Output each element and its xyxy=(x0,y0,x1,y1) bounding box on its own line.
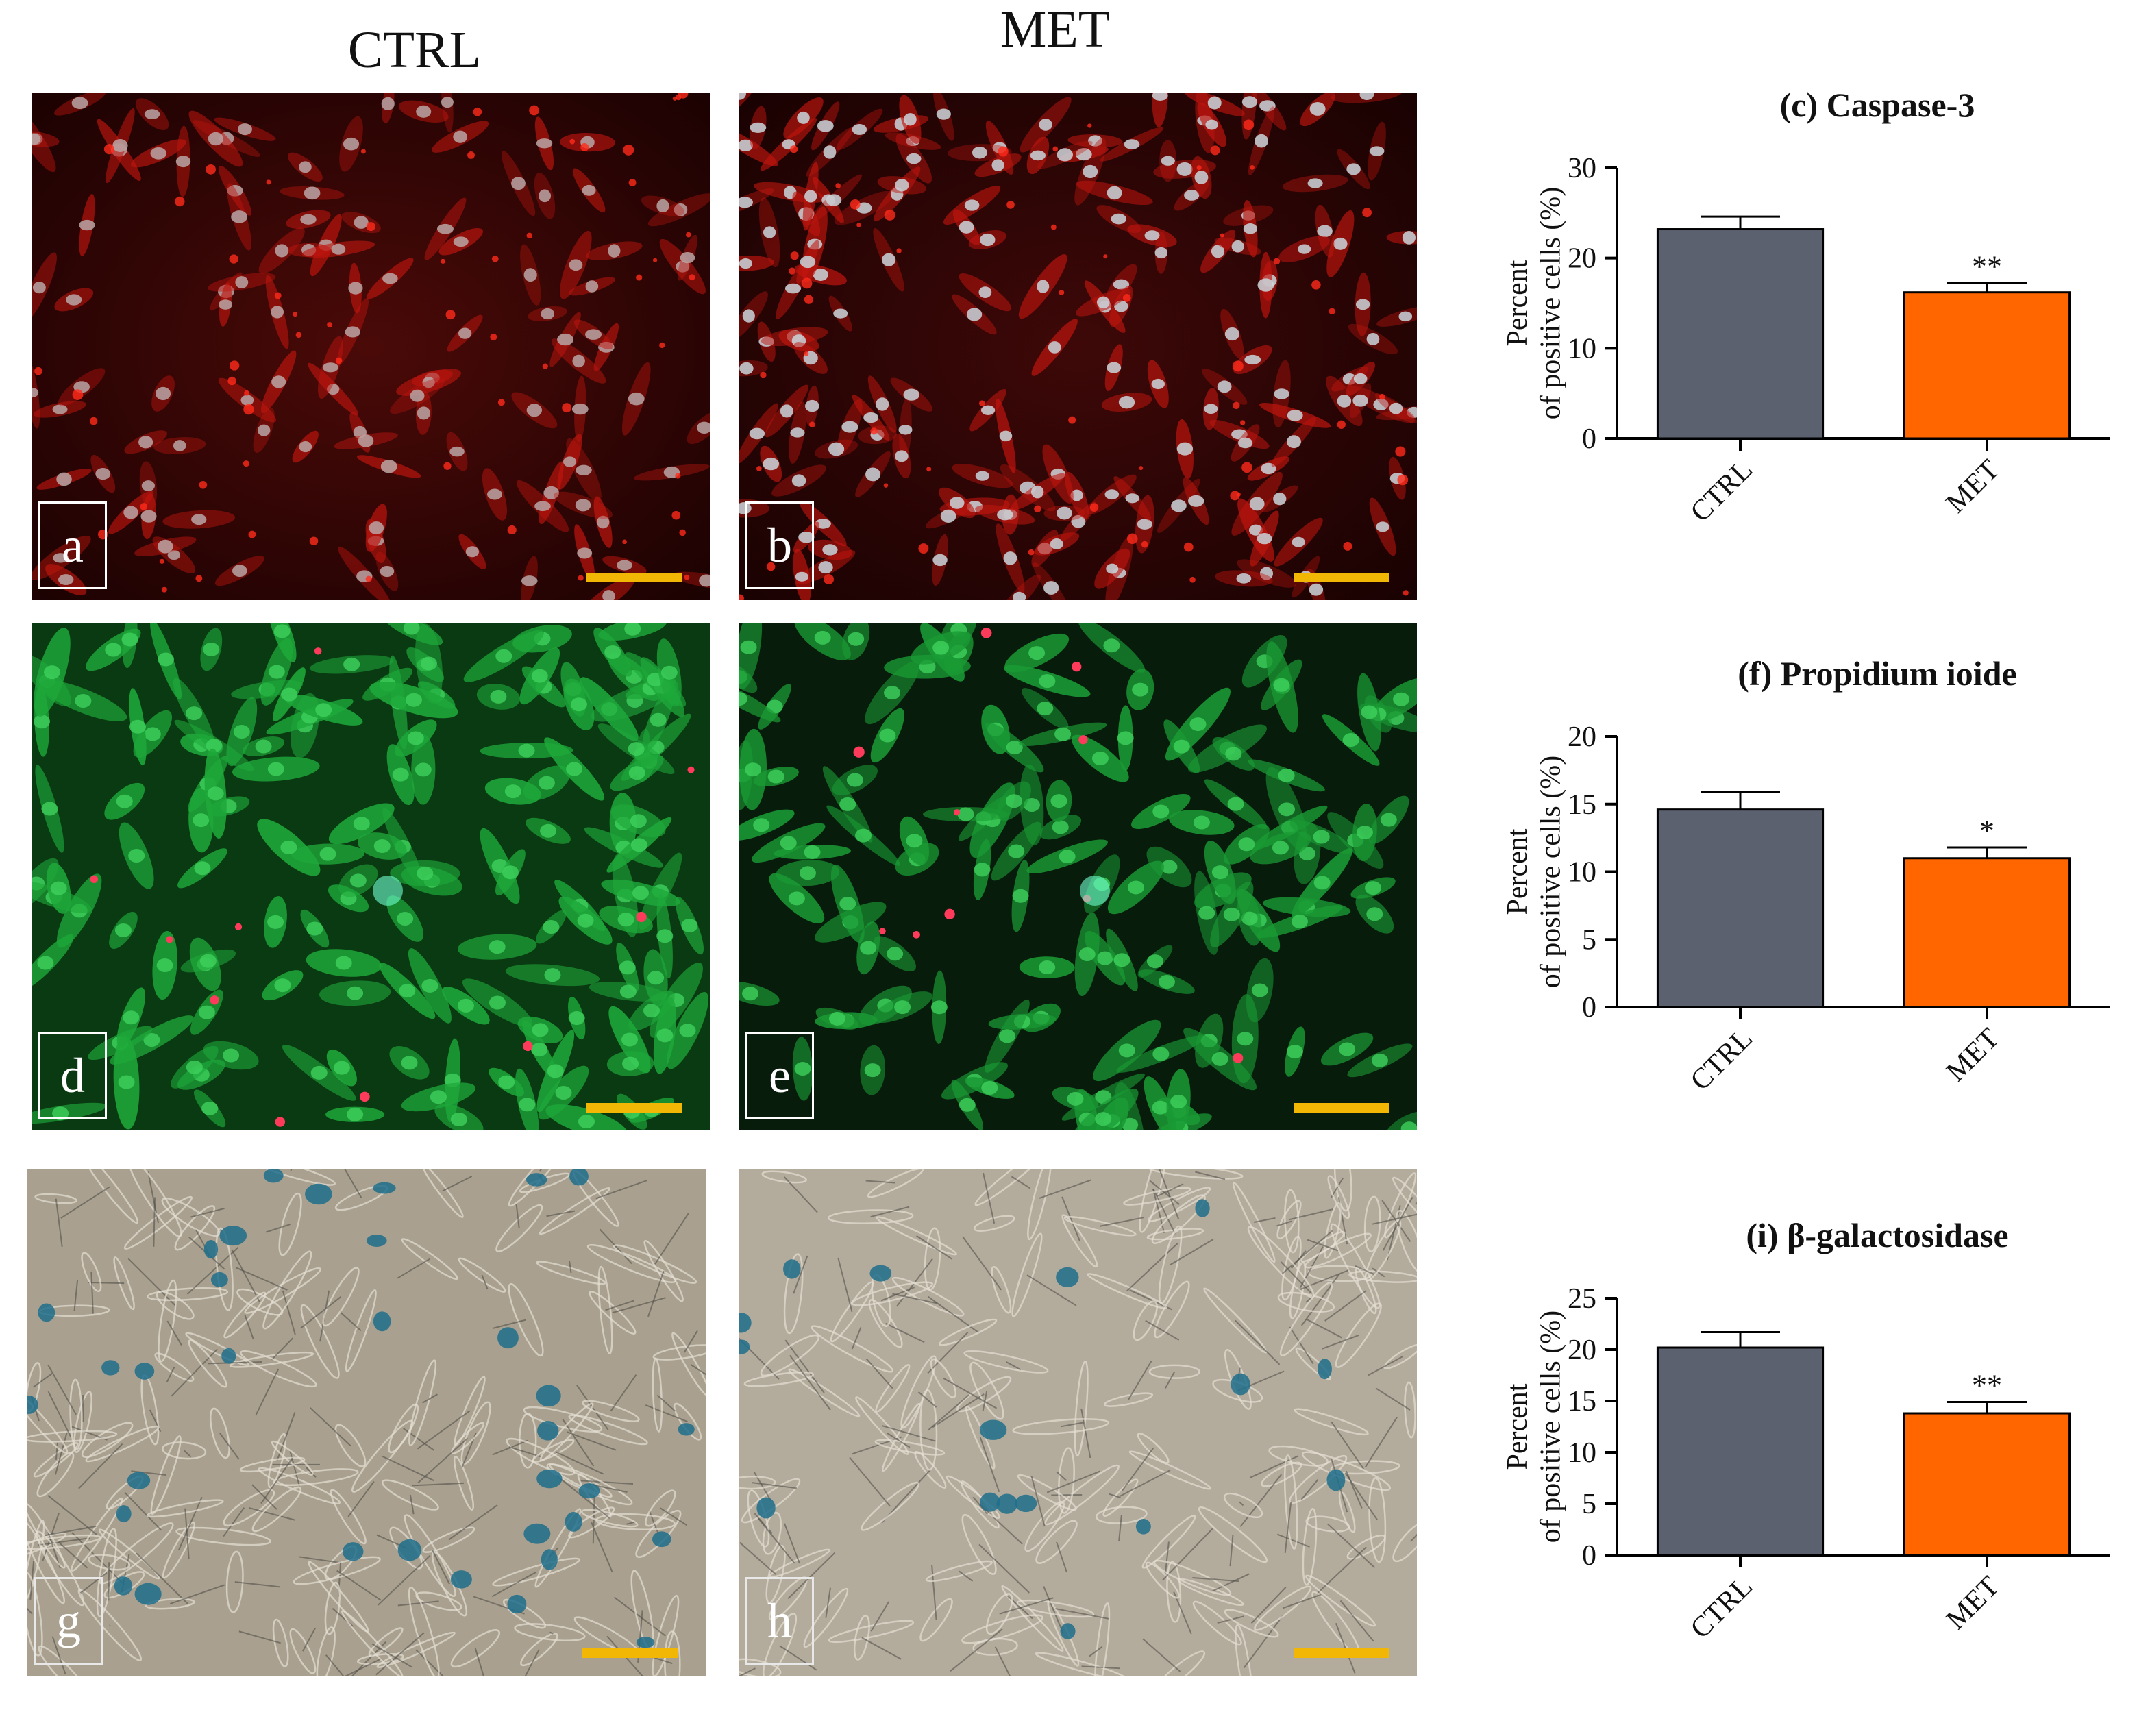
x-tick-label: MET xyxy=(1940,1023,2005,1088)
y-axis-label: Percentof positive cells (%) xyxy=(1502,187,1566,419)
micrograph-panel-d: d xyxy=(32,623,710,1130)
scale-bar xyxy=(1294,1103,1389,1113)
y-tick-label: 20 xyxy=(1568,1335,1596,1366)
pi-micrograph-ctrl xyxy=(32,623,710,1130)
significance-marker: ** xyxy=(1972,250,2002,284)
column-title-met: MET xyxy=(1000,1,1111,58)
y-tick-label: 15 xyxy=(1568,1386,1596,1417)
bar-ctrl xyxy=(1656,1346,1825,1557)
significance-marker: * xyxy=(1979,814,1994,847)
panel-label-g: g xyxy=(34,1577,103,1665)
y-tick-label: 10 xyxy=(1568,857,1596,889)
y-tick-label: 25 xyxy=(1568,1283,1596,1315)
chart-title: (i) β-galactosidase xyxy=(1746,1216,2008,1254)
panel-label-h: h xyxy=(745,1577,814,1665)
micrograph-panel-e: e xyxy=(739,623,1417,1130)
y-tick-label: 10 xyxy=(1568,1437,1596,1469)
scale-bar xyxy=(582,1648,678,1658)
bar-ctrl xyxy=(1656,228,1825,440)
bgal-micrograph-met xyxy=(739,1169,1417,1676)
y-axis-label: Percentof positive cells (%) xyxy=(1502,756,1566,988)
y-tick-label: 0 xyxy=(1582,1540,1596,1572)
x-tick-label: CTRL xyxy=(1685,1023,1759,1097)
x-tick-label: CTRL xyxy=(1685,454,1759,528)
bar-met xyxy=(1903,1412,2071,1557)
y-axis-label: Percentof positive cells (%) xyxy=(1502,1311,1566,1543)
y-tick-label: 20 xyxy=(1568,243,1596,275)
bar-ctrl xyxy=(1656,808,1825,1008)
micrograph-panel-b: b xyxy=(739,93,1417,600)
panel-label-a: a xyxy=(38,501,107,589)
micrograph-panel-h: h xyxy=(739,1169,1417,1676)
y-tick-label: 0 xyxy=(1582,992,1596,1024)
y-tick-label: 5 xyxy=(1582,1489,1596,1520)
panel-label-b: b xyxy=(745,501,814,589)
panel-label-d: d xyxy=(38,1032,107,1119)
y-tick-label: 20 xyxy=(1568,721,1596,753)
chart-title: (c) Caspase-3 xyxy=(1780,86,1975,124)
scale-bar xyxy=(586,1103,682,1113)
y-tick-label: 30 xyxy=(1568,153,1596,184)
y-tick-label: 0 xyxy=(1582,423,1596,455)
caspase-micrograph-met xyxy=(739,93,1417,600)
y-tick-label: 5 xyxy=(1582,924,1596,956)
significance-marker: ** xyxy=(1972,1369,2002,1402)
x-tick-label: MET xyxy=(1940,454,2005,519)
micrograph-panel-a: a xyxy=(32,93,710,600)
x-tick-label: CTRL xyxy=(1685,1571,1759,1645)
chart-title: (f) Propidium ioide xyxy=(1738,654,2016,693)
pi-micrograph-met xyxy=(739,623,1417,1130)
bgal-micrograph-ctrl xyxy=(27,1169,706,1676)
panel-label-e: e xyxy=(745,1032,814,1119)
scale-bar xyxy=(1294,1648,1389,1658)
y-tick-label: 10 xyxy=(1568,333,1596,364)
caspase-micrograph-ctrl xyxy=(32,93,710,600)
x-tick-label: MET xyxy=(1940,1571,2005,1636)
bar-met xyxy=(1903,291,2071,440)
bar-met xyxy=(1903,857,2071,1008)
scale-bar xyxy=(586,573,682,582)
y-tick-label: 15 xyxy=(1568,789,1596,821)
scale-bar xyxy=(1294,573,1389,582)
micrograph-panel-g: g xyxy=(27,1169,706,1676)
column-title-ctrl: CTRL xyxy=(347,21,482,79)
